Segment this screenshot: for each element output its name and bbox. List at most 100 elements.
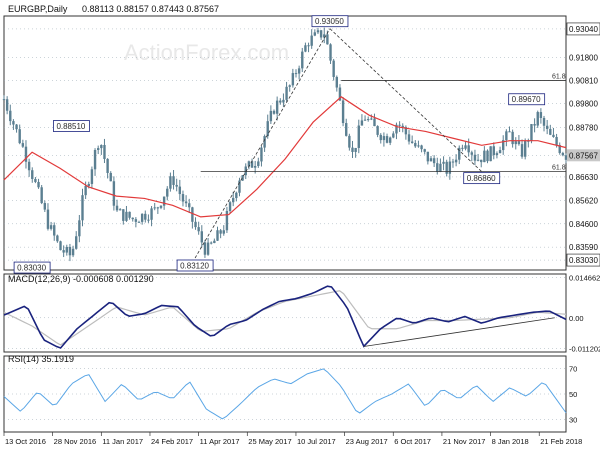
candle-body <box>351 147 354 152</box>
candle-body <box>454 159 458 163</box>
candle-body <box>426 151 430 162</box>
tick-label: 50 <box>569 390 577 399</box>
price-annotation-label: 0.86860 <box>467 174 496 183</box>
candle-body <box>238 180 241 193</box>
candle-body <box>275 100 279 114</box>
candle-body <box>134 219 138 222</box>
candle-body <box>310 35 313 46</box>
price-axis: 0.93040 0.91800 0.90810 0.89800 0.88780 0.875… <box>566 22 600 267</box>
candle-body <box>84 185 87 196</box>
candle-body <box>288 85 291 87</box>
candle-body <box>539 112 543 118</box>
candle-body <box>178 186 182 195</box>
macd-grid <box>4 277 566 349</box>
candle-body <box>156 207 160 209</box>
time-tick-label: 13 Oct 2016 <box>5 437 46 446</box>
price-tick-label: 0.85620 <box>569 196 598 205</box>
price-tick-box <box>566 22 600 36</box>
candle-body <box>71 248 75 256</box>
trendline <box>194 28 331 259</box>
candle-body <box>103 144 106 159</box>
candle-body <box>505 131 508 141</box>
candle-body <box>388 137 392 143</box>
candle-body <box>514 141 517 145</box>
candle-body <box>260 147 263 162</box>
candle-body <box>24 146 28 162</box>
candle-body <box>122 209 125 221</box>
price-tick-label: 0.87567 <box>569 151 598 160</box>
candle-body <box>530 124 533 142</box>
price-tick-label: 0.83030 <box>569 256 598 265</box>
time-tick-label: 8 Jan 2018 <box>492 437 529 446</box>
candle-body <box>376 126 379 135</box>
candle-body <box>379 134 382 141</box>
time-tick-label: 6 Oct 2017 <box>394 437 431 446</box>
candle-body <box>470 152 474 155</box>
candle-body <box>338 87 342 101</box>
panel-frames <box>3 15 567 433</box>
candle-body <box>43 203 47 210</box>
candle-body <box>197 227 200 232</box>
candle-body <box>144 213 147 220</box>
candle-body <box>442 161 445 164</box>
candle-body <box>235 192 238 199</box>
candle-body <box>272 110 276 114</box>
candle-body <box>313 32 317 36</box>
candle-body <box>31 170 34 179</box>
candle-body <box>9 110 12 122</box>
candle-body <box>93 150 97 170</box>
macd-axis: 0.014662 0.00 -0.011202 <box>569 274 600 354</box>
candle-body <box>301 51 304 69</box>
candle-body <box>533 124 536 126</box>
candle-body <box>118 209 122 211</box>
candle-body <box>90 169 94 184</box>
price-annotations: 0.93050 0.88510 0.83030 0.83120 0.86860 0.896… <box>13 15 546 274</box>
candle-body <box>398 124 401 126</box>
time-axis: 13 Oct 2016 28 Nov 2016 11 Jan 2017 24 Feb … <box>3 432 582 446</box>
candle-body <box>410 141 414 143</box>
time-tick-label: 10 Jul 2017 <box>297 437 336 446</box>
candle-body <box>436 163 439 172</box>
candle-body <box>81 195 84 221</box>
candle-body <box>370 118 373 120</box>
candle-body <box>34 178 37 182</box>
time-tick-label: 21 Nov 2017 <box>443 437 486 446</box>
price-annotation-box <box>176 259 214 272</box>
candle-body <box>169 176 172 189</box>
rsi-line <box>3 368 567 420</box>
tick-label: 70 <box>569 365 577 374</box>
tick-label: 0.014662 <box>569 274 600 283</box>
price-annotation-label: 0.89670 <box>512 95 541 104</box>
candle-body <box>461 147 464 149</box>
ohlc-readout: 0.88113 0.88157 0.87443 0.87567 <box>82 4 219 14</box>
candle-body <box>269 110 273 122</box>
tick-label: 30 <box>569 415 577 424</box>
rsi-grid <box>4 368 566 420</box>
candle-body <box>194 221 197 228</box>
price-annotation-label: 0.88510 <box>56 122 85 131</box>
candle-body <box>78 220 81 237</box>
candle-body <box>492 146 495 156</box>
price-annotation-box <box>311 15 349 28</box>
candle-body <box>40 187 43 204</box>
candle-body <box>266 121 269 137</box>
candle-body <box>166 188 169 197</box>
time-tick-label: 25 May 2017 <box>248 437 291 446</box>
candle-body <box>285 86 288 100</box>
candle-body <box>401 125 404 128</box>
candle-body <box>414 142 417 147</box>
price-tick-label: 0.89800 <box>569 100 598 109</box>
price-annotation-label: 0.93050 <box>315 17 344 26</box>
candle-body <box>511 131 514 145</box>
price-annotation-label: 0.83030 <box>17 264 46 273</box>
candle-body <box>131 217 134 220</box>
candle-body <box>112 181 116 206</box>
candle-body <box>241 175 244 181</box>
candle-body <box>404 127 408 135</box>
candle-body <box>46 209 50 229</box>
candle-body <box>508 131 511 133</box>
price-candles <box>2 27 568 262</box>
candle-body <box>106 158 109 173</box>
candle-body <box>247 161 251 167</box>
time-tick-label: 24 Feb 2017 <box>151 437 193 446</box>
